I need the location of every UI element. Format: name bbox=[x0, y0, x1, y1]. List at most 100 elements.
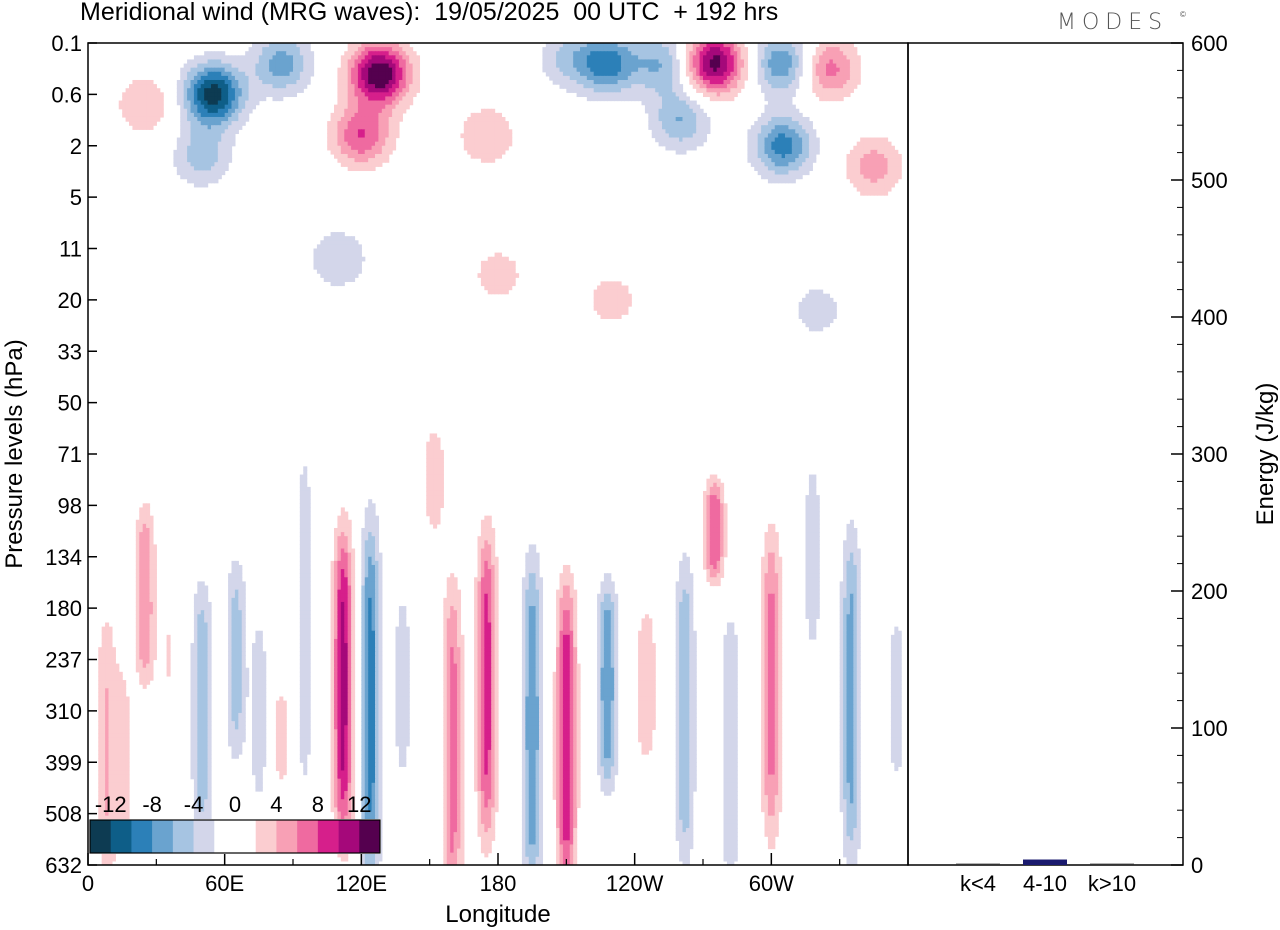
heatmap-cell-1954 bbox=[357, 100, 362, 106]
heatmap-cell-1549 bbox=[224, 88, 229, 93]
heatmap-cell-4987 bbox=[337, 585, 342, 591]
heatmap-cell-4444 bbox=[484, 548, 489, 554]
heatmap-cell-2407 bbox=[648, 121, 653, 126]
heatmap-cell-3470 bbox=[867, 182, 872, 188]
heatmap-cell-3981 bbox=[436, 486, 441, 492]
heatmap-cell-298 bbox=[607, 51, 612, 56]
heatmap-cell-1648 bbox=[778, 88, 783, 93]
heatmap-cell-919 bbox=[771, 67, 776, 73]
heatmap-cell-1144 bbox=[395, 75, 400, 81]
heatmap-cell-3626 bbox=[494, 264, 499, 270]
heatmap-cell-4806 bbox=[764, 573, 769, 578]
heatmap-cell-2062 bbox=[685, 104, 690, 110]
heatmap-cell-2870 bbox=[696, 141, 701, 147]
heatmap-cell-3250 bbox=[361, 162, 366, 167]
heatmap-cell-4976 bbox=[204, 585, 209, 591]
heatmap-cell-3309 bbox=[361, 166, 366, 172]
heatmap-cell-2772 bbox=[682, 137, 687, 143]
heatmap-cell-4982 bbox=[299, 585, 304, 591]
heatmap-cell-511 bbox=[214, 59, 219, 65]
heatmap-cell-1602 bbox=[586, 88, 591, 93]
heatmap-cell-22 bbox=[364, 43, 369, 48]
heatmap-cell-736 bbox=[634, 63, 639, 69]
heatmap-cell-448 bbox=[641, 55, 646, 61]
heatmap-cell-1094 bbox=[197, 75, 202, 81]
heatmap-cell-1629 bbox=[679, 88, 684, 93]
heatmap-cell-3305 bbox=[347, 166, 352, 172]
heatmap-cell-4294 bbox=[135, 536, 140, 541]
heatmap-cell-4295 bbox=[139, 536, 144, 541]
heatmap-cell-4345 bbox=[340, 540, 345, 546]
heatmap-cell-3574 bbox=[351, 256, 356, 262]
heatmap-cell-4566 bbox=[808, 556, 813, 562]
heatmap-cell-3759 bbox=[610, 293, 615, 299]
heatmap-cell-4306 bbox=[347, 536, 352, 541]
heatmap-cell-3147 bbox=[870, 153, 875, 159]
heatmap-cell-257 bbox=[310, 51, 315, 56]
heatmap-cell-3402 bbox=[217, 174, 222, 180]
heatmap-cell-613 bbox=[720, 59, 725, 65]
heatmap-cell-3455 bbox=[873, 178, 878, 184]
heatmap-cell-2181 bbox=[211, 112, 216, 118]
heatmap-cell-4795 bbox=[607, 573, 612, 578]
heatmap-cell-1911 bbox=[118, 100, 123, 106]
heatmap-cell-3672 bbox=[498, 273, 503, 278]
heatmap-cell-4920 bbox=[446, 581, 451, 587]
heatmap-cell-2010 bbox=[193, 104, 198, 110]
heatmap-cell-1597 bbox=[569, 88, 574, 93]
heatmap-cell-244 bbox=[265, 51, 270, 56]
heatmap-cell-154 bbox=[556, 47, 561, 52]
heatmap-cell-2207 bbox=[381, 112, 386, 118]
heatmap-cell-2762 bbox=[504, 137, 509, 143]
heatmap-cell-499 bbox=[846, 55, 851, 61]
heatmap-cell-1054 bbox=[720, 71, 725, 77]
heatmap-cell-177 bbox=[634, 47, 639, 52]
heatmap-cell-2692 bbox=[703, 133, 708, 139]
heatmap-cell-1255 bbox=[234, 79, 239, 85]
heatmap-cell-1297 bbox=[405, 79, 410, 85]
heatmap-cell-2661 bbox=[395, 133, 400, 139]
heatmap-cell-2169 bbox=[152, 112, 157, 118]
heatmap-cell-4449 bbox=[703, 548, 708, 554]
heatmap-cell-2804 bbox=[873, 137, 878, 143]
heatmap-cell-2512 bbox=[689, 125, 694, 130]
heatmap-cell-4701 bbox=[238, 569, 243, 574]
heatmap-cell-3442 bbox=[774, 178, 779, 184]
heatmap-cell-3733 bbox=[624, 285, 629, 291]
heatmap-cell-3866 bbox=[815, 314, 820, 319]
heatmap-cell-662 bbox=[231, 63, 236, 69]
heatmap-cell-202 bbox=[730, 47, 735, 52]
heatmap-cell-2189 bbox=[238, 112, 243, 118]
heatmap-cell-1058 bbox=[733, 71, 738, 77]
heatmap-cell-895 bbox=[672, 67, 677, 73]
heatmap-cell-1897 bbox=[767, 96, 772, 102]
heatmap-cell-2301 bbox=[398, 116, 403, 122]
heatmap-cell-2885 bbox=[791, 141, 796, 147]
heatmap-cell-593 bbox=[644, 59, 649, 65]
heatmap-cell-3024 bbox=[375, 149, 380, 155]
heatmap-cell-4754 bbox=[139, 573, 144, 578]
heatmap-cell-1284 bbox=[361, 79, 366, 85]
heatmap-cell-3316 bbox=[764, 166, 769, 172]
heatmap-cell-3445 bbox=[785, 178, 790, 184]
heatmap-cell-2562 bbox=[357, 129, 362, 135]
heatmap-cell-4571 bbox=[849, 556, 854, 562]
heatmap-cell-4656 bbox=[378, 564, 383, 570]
heatmap-cell-2743 bbox=[371, 137, 376, 143]
heatmap-cell-2323 bbox=[682, 116, 687, 122]
heatmap-cell-4380 bbox=[146, 544, 151, 550]
heatmap-cell-4388 bbox=[340, 544, 345, 550]
heatmap-cell-1508 bbox=[785, 84, 790, 89]
heatmap-cell-1624 bbox=[662, 88, 667, 93]
heatmap-cell-1459 bbox=[590, 84, 595, 89]
heatmap-cell-2303 bbox=[470, 116, 475, 122]
heatmap-cell-1220 bbox=[819, 75, 824, 81]
heatmap-cell-3898 bbox=[429, 441, 434, 447]
heatmap-cell-4183 bbox=[142, 523, 147, 529]
heatmap-cell-3099 bbox=[347, 153, 352, 159]
heatmap-cell-2286 bbox=[347, 116, 352, 122]
heatmap-cell-2346 bbox=[129, 121, 134, 126]
heatmap-cell-4873 bbox=[709, 577, 714, 583]
heatmap-cell-4868 bbox=[679, 577, 684, 583]
heatmap-cell-2513 bbox=[692, 125, 697, 130]
